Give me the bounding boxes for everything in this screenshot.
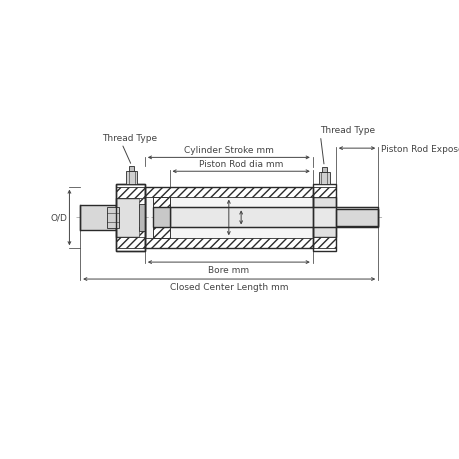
Bar: [145, 187, 312, 249]
Bar: [169, 208, 377, 228]
Bar: [139, 205, 145, 231]
Bar: [139, 228, 145, 237]
Bar: [116, 187, 145, 199]
Bar: [145, 239, 312, 249]
Text: Closed Center Length mm: Closed Center Length mm: [169, 282, 288, 291]
Bar: [116, 184, 145, 252]
Bar: [152, 197, 169, 239]
Bar: [312, 185, 335, 251]
Text: Cylinder Stroke mm: Cylinder Stroke mm: [184, 146, 273, 155]
Bar: [145, 187, 312, 197]
Text: Bore mm: Bore mm: [208, 266, 249, 274]
Bar: [335, 209, 377, 226]
Bar: [318, 173, 329, 185]
Bar: [116, 184, 145, 252]
Text: Thread Type: Thread Type: [320, 126, 375, 135]
Bar: [312, 198, 335, 238]
Text: Piston Rod dia mm: Piston Rod dia mm: [199, 160, 283, 169]
Bar: [321, 167, 326, 173]
Bar: [116, 237, 145, 249]
Text: Thread Type: Thread Type: [102, 134, 157, 143]
Text: O/D: O/D: [50, 213, 67, 223]
Bar: [145, 197, 312, 239]
Bar: [116, 199, 145, 237]
Bar: [312, 238, 335, 249]
Bar: [152, 197, 169, 208]
Bar: [126, 172, 137, 184]
Text: Piston Rod Exposed Length mm: Piston Rod Exposed Length mm: [381, 144, 459, 153]
Bar: [312, 187, 335, 198]
Bar: [152, 208, 169, 228]
Bar: [139, 199, 145, 208]
Bar: [107, 207, 119, 229]
Bar: [129, 167, 134, 172]
Bar: [80, 206, 116, 230]
Bar: [152, 228, 169, 239]
